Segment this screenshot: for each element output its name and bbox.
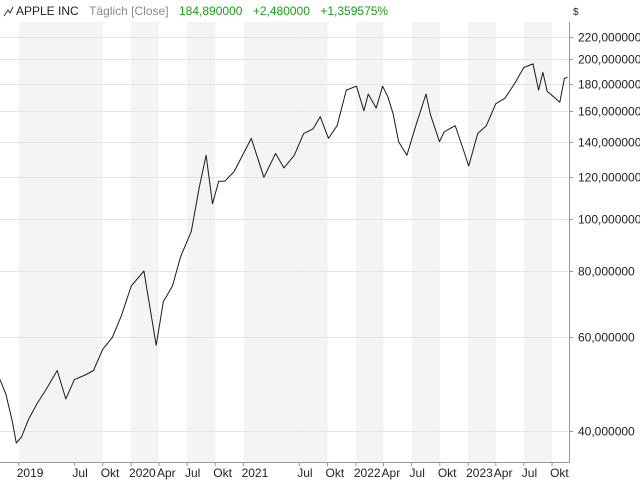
quarter-bands [18, 22, 553, 462]
y-tick-label: 100,000000 [578, 213, 640, 227]
x-tick-label: Jul [72, 466, 87, 480]
header-background [0, 0, 568, 21]
quarter-band [74, 22, 103, 462]
y-tick-label: 80,000000 [578, 265, 635, 279]
x-tick-label: 2023 [466, 466, 493, 480]
interval-mode: Täglich [Close] [89, 4, 168, 18]
x-tick-label: Okt [326, 466, 345, 480]
price-series-line [0, 63, 568, 444]
x-tick-label: 2021 [242, 466, 269, 480]
price-change: +2,480000 [253, 4, 310, 18]
y-tick-label: 140,000000 [578, 136, 640, 150]
quarter-band [355, 22, 384, 462]
x-axis: 2019 Jul Okt 2020 Apr Jul Okt 2021 Jul Okt 2022 Apr… [17, 462, 569, 480]
line-chart-icon [3, 6, 14, 17]
x-tick-label: Apr [494, 466, 513, 480]
y-tick-label: 180,000000 [578, 78, 640, 92]
y-axis-unit-label: $ [573, 7, 579, 18]
chart-header: APPLE INC Täglich [Close] 184,890000 +2,… [0, 0, 568, 21]
x-tick-label: Jul [297, 466, 312, 480]
header-text: APPLE INC Täglich [Close] 184,890000 +2,… [16, 2, 388, 19]
quarter-band [18, 22, 75, 462]
quarter-band [131, 22, 160, 462]
x-tick-label: Jul [410, 466, 425, 480]
x-tick-label: 2022 [354, 466, 381, 480]
y-tick-label: 40,000000 [578, 425, 635, 439]
x-tick-label: Okt [438, 466, 457, 480]
x-tick-label: Jul [522, 466, 537, 480]
quarter-band [187, 22, 216, 462]
x-tick-label: Apr [382, 466, 401, 480]
x-tick-label: Okt [101, 466, 120, 480]
x-tick-label: Jul [185, 466, 200, 480]
y-tick-label: 60,000000 [578, 331, 635, 345]
quarter-band [243, 22, 300, 462]
quarter-band [411, 22, 440, 462]
grid-lines [0, 37, 569, 432]
x-tick-label: Okt [550, 466, 569, 480]
quarter-band [299, 22, 328, 462]
y-tick-label: 160,000000 [578, 105, 640, 119]
x-tick-label: Apr [157, 466, 176, 480]
x-tick-label: 2019 [17, 466, 44, 480]
quarter-band [468, 22, 496, 462]
x-tick-label: 2020 [129, 466, 156, 480]
y-tick-label: 200,000000 [578, 53, 640, 67]
y-tick-label: 120,000000 [578, 171, 640, 185]
y-tick-label: 220,000000 [578, 31, 640, 45]
y-axis: 220,000000 200,000000 180,000000 160,000000… [569, 31, 640, 439]
quarter-band [523, 22, 553, 462]
instrument-name: APPLE INC [16, 4, 79, 18]
x-tick-label: Okt [213, 466, 232, 480]
price-change-percent: +1,359575% [320, 4, 388, 18]
last-price: 184,890000 [179, 4, 243, 18]
